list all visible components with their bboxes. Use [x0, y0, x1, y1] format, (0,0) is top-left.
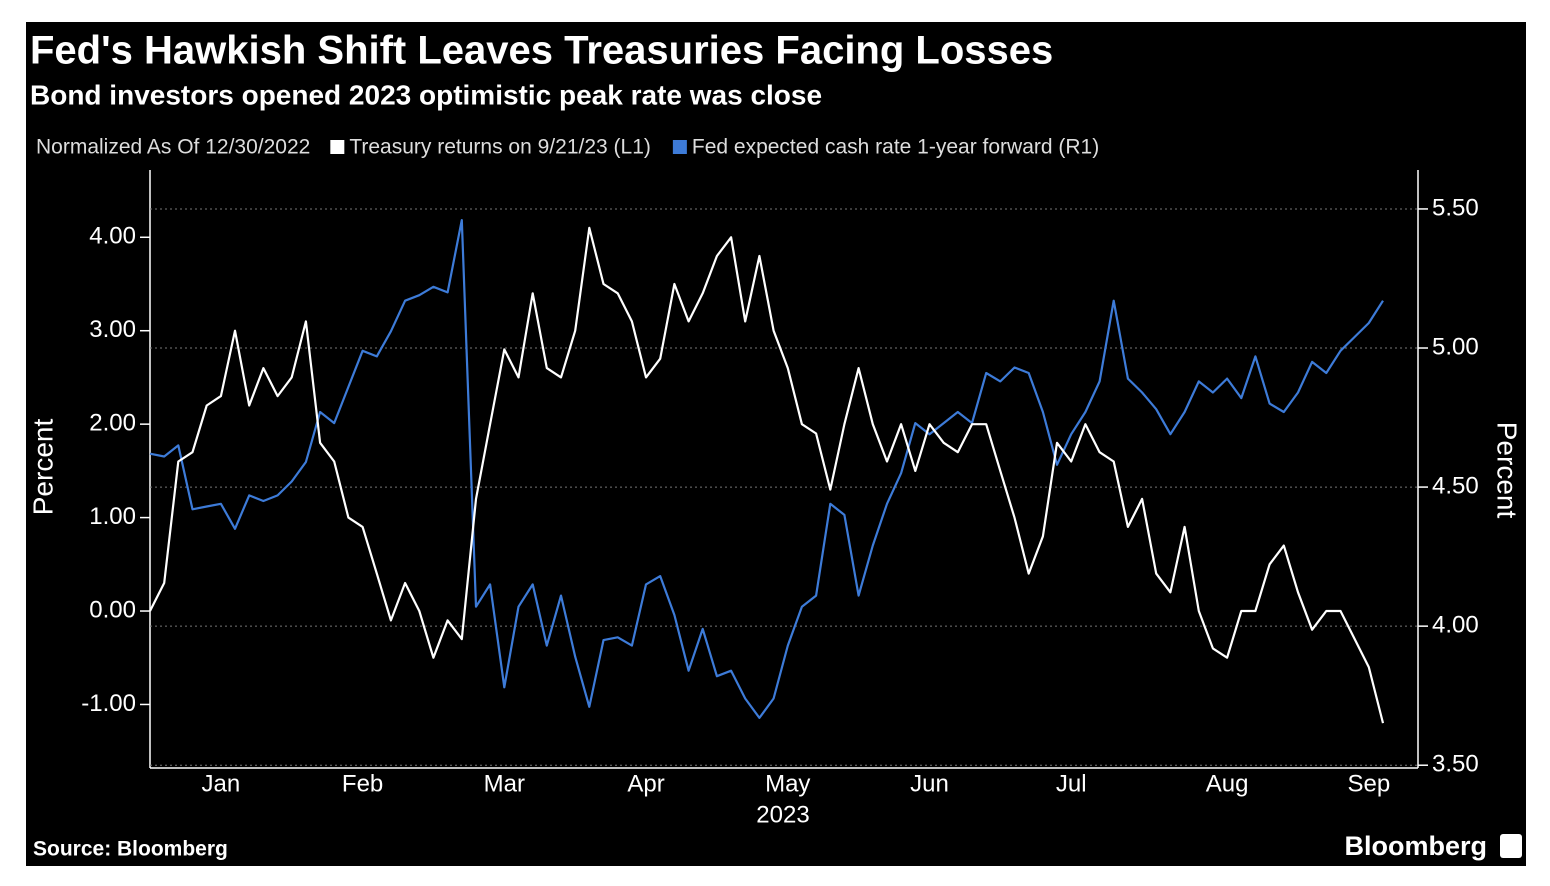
brand: Bloomberg	[1344, 831, 1487, 861]
x-tick-label: Feb	[342, 770, 383, 797]
y2-tick-label: 3.50	[1432, 751, 1479, 778]
y-tick-label: 4.00	[89, 223, 136, 250]
x-axis-label: 2023	[756, 801, 809, 828]
legend: Normalized As Of 12/30/2022 Treasury ret…	[36, 136, 1099, 159]
x-tick-label: Apr	[627, 770, 664, 797]
chart-title: Fed's Hawkish Shift Leaves Treasuries Fa…	[30, 29, 1053, 73]
y-tick-label: -1.00	[81, 690, 136, 717]
x-tick-label: May	[765, 770, 810, 797]
chart-subtitle: Bond investors opened 2023 optimistic pe…	[30, 79, 822, 110]
y2-tick-label: 4.50	[1432, 472, 1479, 499]
x-tick-label: Mar	[484, 770, 525, 797]
y-tick-label: 2.00	[89, 409, 136, 436]
legend-label: Treasury returns on 9/21/23 (L1)	[349, 136, 651, 159]
y-axis-label: Percent	[27, 419, 58, 516]
y-tick-label: 0.00	[89, 596, 136, 623]
y2-tick-label: 5.50	[1432, 194, 1479, 221]
source: Source: Bloomberg	[33, 838, 228, 861]
legend-label: Fed expected cash rate 1-year forward (R…	[692, 136, 1099, 159]
x-tick-label: Jul	[1056, 770, 1087, 797]
y-tick-label: 3.00	[89, 316, 136, 343]
legend-title: Normalized As Of 12/30/2022	[36, 136, 310, 159]
y2-axis-label: Percent	[1492, 422, 1523, 519]
legend-swatch	[672, 140, 687, 154]
y2-tick-label: 4.00	[1432, 611, 1479, 638]
x-tick-label: Aug	[1206, 770, 1249, 797]
x-tick-label: Jan	[202, 770, 241, 797]
brand-icon	[1500, 834, 1522, 858]
y-tick-label: 1.00	[89, 503, 136, 530]
y2-tick-label: 5.00	[1432, 333, 1479, 360]
x-tick-label: Sep	[1347, 770, 1390, 797]
legend-swatch	[330, 140, 345, 154]
series-line	[149, 219, 1384, 719]
x-tick-label: Jun	[910, 770, 949, 797]
series-line	[149, 226, 1385, 724]
background	[26, 22, 1526, 866]
